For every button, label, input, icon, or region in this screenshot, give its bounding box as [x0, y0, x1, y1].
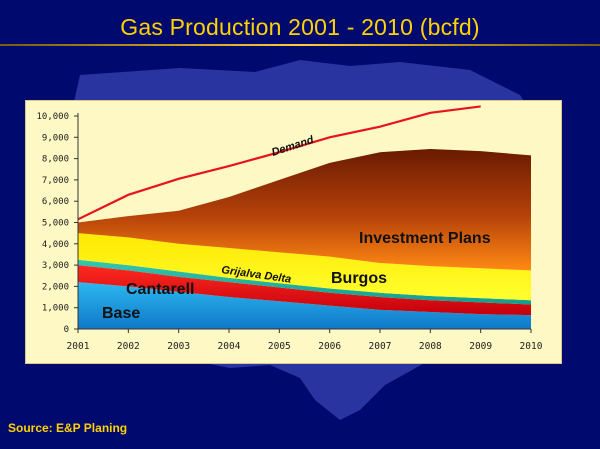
source-note: Source: E&P Planing: [8, 421, 128, 435]
y-tick-label: 1,000: [42, 304, 69, 314]
x-tick-label: 2003: [167, 341, 190, 352]
line-demand: [77, 105, 481, 221]
series-label-demand: Demand: [270, 134, 315, 159]
area-grijalva-delta: [78, 259, 531, 305]
x-tick-label: 2010: [520, 341, 543, 352]
x-tick-label: 2001: [67, 341, 90, 352]
y-tick-label: 8,000: [42, 155, 69, 165]
area-investment-plans: [78, 149, 531, 271]
series-label-cantarell: Cantarell: [126, 281, 194, 298]
area-burgos: [78, 233, 531, 301]
y-tick-label: 3,000: [42, 261, 69, 271]
page-title: Gas Production 2001 - 2010 (bcfd): [120, 14, 480, 40]
x-tick-label: 2006: [318, 341, 341, 352]
y-tick-label: 4,000: [42, 240, 69, 250]
area-cantarell: [78, 265, 531, 316]
gas-production-chart: 0 1,000 2,000 3,000 4,000 5,000 6,000 7,000 8,00…: [36, 105, 543, 352]
x-tick-label: 2002: [117, 341, 140, 352]
x-tick-label: 2009: [469, 341, 492, 352]
x-tick-label: 2008: [419, 341, 442, 352]
series-label-investment-plans: Investment Plans: [359, 230, 491, 247]
series-label-base: Base: [102, 305, 140, 322]
area-base: [78, 282, 531, 329]
y-tick-label: 10,000: [36, 112, 69, 122]
x-tick-label: 2005: [268, 341, 291, 352]
y-tick-label: 5,000: [42, 219, 69, 229]
y-tick-label: 9,000: [42, 133, 69, 143]
chart-area: 0 1,000 2,000 3,000 4,000 5,000 6,000 7,000 8,00…: [25, 100, 562, 364]
x-tick-label: 2004: [218, 341, 241, 352]
y-tick-label: 7,000: [42, 176, 69, 186]
y-tick-label: 2,000: [42, 282, 69, 292]
title-divider: [0, 44, 600, 46]
y-tick-label: 0: [64, 325, 69, 335]
x-tick-label: 2007: [369, 341, 392, 352]
series-label-burgos: Burgos: [331, 270, 387, 287]
y-tick-label: 6,000: [42, 197, 69, 207]
